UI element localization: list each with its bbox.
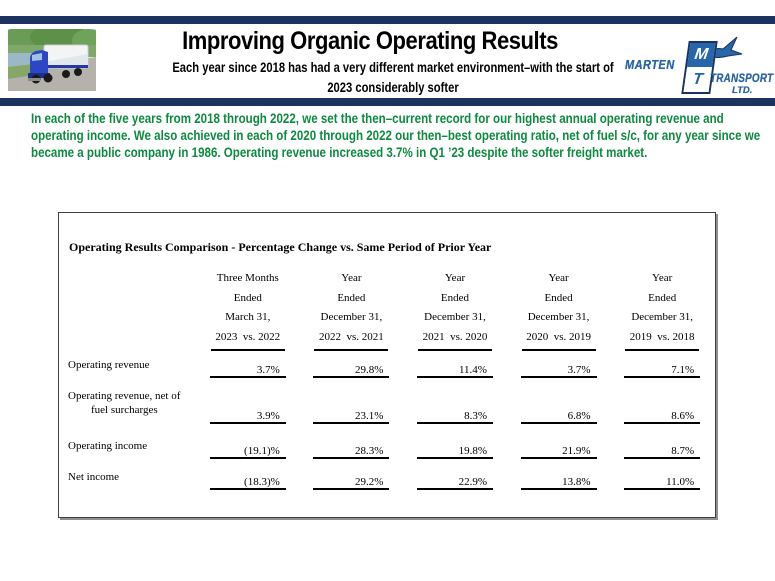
row-label: Operating revenue bbox=[68, 359, 150, 371]
header-underline bbox=[210, 349, 285, 351]
table-value: 21.9% bbox=[520, 441, 597, 459]
row-label: Operating revenue, net of fuel surcharge… bbox=[68, 390, 181, 416]
table-row-net-income: Net income (18.3)% 29.2% 22.9% 13.8% 11.… bbox=[59, 470, 715, 490]
logo-emblem-t: T bbox=[683, 69, 712, 92]
logo-marten-text: MARTEN bbox=[625, 57, 675, 72]
table-value: 6.8% bbox=[520, 406, 597, 424]
table-header-col-1: Three Months Ended March 31, 2023 vs. 20… bbox=[196, 269, 300, 351]
table-header-spacer bbox=[59, 269, 196, 351]
table-value: 11.0% bbox=[624, 472, 701, 490]
page-title: Improving Organic Operating Results bbox=[182, 27, 558, 55]
table-value: 29.8% bbox=[313, 360, 390, 378]
row-label: Net income bbox=[68, 471, 120, 483]
table-value: 11.4% bbox=[416, 360, 493, 378]
intro-paragraph: In each of the five years from 2018 thro… bbox=[31, 110, 761, 161]
truck-photo bbox=[2, 24, 104, 91]
table-value: 22.9% bbox=[416, 472, 493, 490]
logo-transport-text: TRANSPORT bbox=[710, 71, 774, 85]
header-underline bbox=[625, 349, 700, 351]
table-row-operating-revenue-net: Operating revenue, net of fuel surcharge… bbox=[59, 389, 715, 424]
table-value: 8.3% bbox=[416, 406, 493, 424]
top-divider-bar bbox=[0, 16, 775, 24]
logo-mt-emblem: M T bbox=[681, 41, 718, 94]
table-value: (19.1)% bbox=[209, 441, 286, 459]
operating-results-table: Operating Results Comparison - Percentag… bbox=[58, 212, 716, 518]
table-header-col-2: Year Ended December 31, 2022 vs. 2021 bbox=[300, 269, 404, 351]
logo-emblem-m: M bbox=[687, 43, 716, 67]
table-value: 8.7% bbox=[624, 441, 701, 459]
table-value: 3.7% bbox=[520, 360, 597, 378]
logo-ltd-text: LTD. bbox=[732, 85, 753, 96]
table-header-col-5: Year Ended December 31, 2019 vs. 2018 bbox=[610, 269, 714, 351]
header-underline bbox=[417, 349, 492, 351]
table-header-col-4: Year Ended December 31, 2020 vs. 2019 bbox=[507, 269, 611, 351]
table-header-col-3: Year Ended December 31, 2021 vs. 2020 bbox=[403, 269, 507, 351]
table-value: 28.3% bbox=[313, 441, 390, 459]
table-value: 3.9% bbox=[209, 406, 286, 424]
subtitle-line-2: 2023 considerably softer bbox=[327, 79, 459, 95]
table-value: 29.2% bbox=[313, 472, 390, 490]
page-subtitle: Each year since 2018 has had a very diff… bbox=[169, 57, 617, 97]
table-value: 23.1% bbox=[313, 406, 390, 424]
table-value: 3.7% bbox=[209, 360, 286, 378]
header-divider-bar bbox=[0, 98, 775, 106]
table-row-operating-revenue: Operating revenue 3.7% 29.8% 11.4% 3.7% … bbox=[59, 358, 715, 378]
table-value: (18.3)% bbox=[209, 472, 286, 490]
table-value: 13.8% bbox=[520, 472, 597, 490]
table-header-row: Three Months Ended March 31, 2023 vs. 20… bbox=[59, 269, 715, 351]
truck-photo-illustration bbox=[2, 24, 104, 91]
subtitle-line-1: Each year since 2018 has had a very diff… bbox=[172, 59, 614, 75]
header-underline bbox=[521, 349, 596, 351]
row-label: Operating income bbox=[68, 440, 148, 452]
table-title: Operating Results Comparison - Percentag… bbox=[69, 240, 492, 254]
table-value: 19.8% bbox=[416, 441, 493, 459]
table-value: 8.6% bbox=[624, 406, 701, 424]
header-underline bbox=[314, 349, 389, 351]
marten-transport-logo: MARTEN M T TRANSPORT LTD. bbox=[625, 36, 774, 96]
table-value: 7.1% bbox=[624, 360, 701, 378]
table-row-operating-income: Operating income (19.1)% 28.3% 19.8% 21.… bbox=[59, 439, 715, 459]
